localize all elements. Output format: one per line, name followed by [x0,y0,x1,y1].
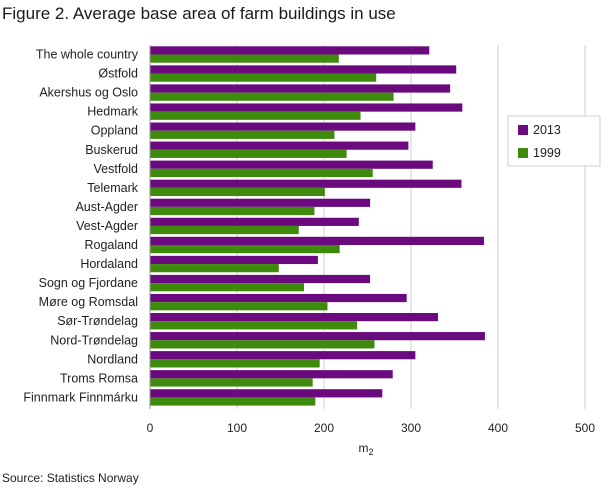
bar-1999 [150,130,335,139]
legend-swatch-2013 [518,125,528,135]
bar-1999 [150,264,279,273]
category-label: Hedmark [87,105,138,119]
bar-2013 [150,217,359,226]
bar-2013 [150,179,462,188]
bar-2013 [150,293,407,303]
category-label: Vest-Agder [76,219,138,233]
legend-label-1999: 1999 [533,146,561,160]
x-tick-label: 0 [147,421,154,435]
bar-2013 [150,141,409,150]
category-label: Aust-Agder [75,200,138,214]
bar-2013 [150,198,371,207]
bar-1999 [150,92,394,101]
bar-1999 [150,397,316,406]
figure-title: Figure 2. Average base area of farm buil… [2,4,396,23]
legend-swatch-1999 [518,148,528,158]
bar-1999 [150,187,325,197]
bar-1999 [150,283,304,292]
bar-2013 [150,274,371,284]
category-label: Østfold [98,67,138,81]
bar-2013 [150,370,393,379]
category-label: Sør-Trøndelag [57,314,138,328]
category-label: Buskerud [85,143,138,157]
bar-1999 [150,206,315,216]
bar-2013 [150,351,416,360]
category-label: Møre og Romsdal [39,295,138,309]
x-tick-label: 300 [401,421,421,435]
bar-1999 [150,225,299,235]
bar-1999 [150,340,375,349]
bar-1999 [150,302,328,311]
category-label: Vestfold [94,162,139,176]
bar-2013 [150,84,451,93]
bar-1999 [150,321,358,330]
bar-1999 [150,359,320,368]
x-tick-label: 400 [488,421,508,435]
category-label: Nordland [87,352,138,366]
category-label: The whole country [36,48,139,62]
category-label: Finnmark Finnmárku [23,390,138,404]
category-label: Akershus og Oslo [39,86,138,100]
bar-2013 [150,236,485,245]
category-label: Hordaland [80,257,138,271]
x-tick-label: 200 [314,421,334,435]
bar-2013 [150,313,438,322]
x-tick-label: 100 [227,421,247,435]
category-label: Nord-Trøndelag [50,333,138,347]
bar-2013 [150,65,457,74]
bar-1999 [150,54,339,63]
bar-1999 [150,111,361,120]
bar-1999 [150,245,340,254]
bar-2013 [150,160,433,169]
category-label: Sogn og Fjordane [39,276,138,290]
bar-1999 [150,378,313,387]
bar-2013 [150,332,485,341]
bar-1999 [150,149,347,158]
x-tick-label: 500 [575,421,595,435]
bar-2013 [150,122,416,131]
bar-2013 [150,46,430,55]
category-label: Troms Romsa [60,371,138,385]
category-label: Oppland [91,124,138,138]
bar-2013 [150,103,463,112]
bar-2013 [150,389,383,398]
category-label: Rogaland [84,238,138,252]
x-axis-title: m2 [358,441,373,457]
bar-2013 [150,255,318,265]
bar-1999 [150,73,377,82]
bar-1999 [150,168,373,177]
legend-label-2013: 2013 [533,123,561,137]
category-label: Telemark [87,181,138,195]
source-note: Source: Statistics Norway [2,471,139,485]
